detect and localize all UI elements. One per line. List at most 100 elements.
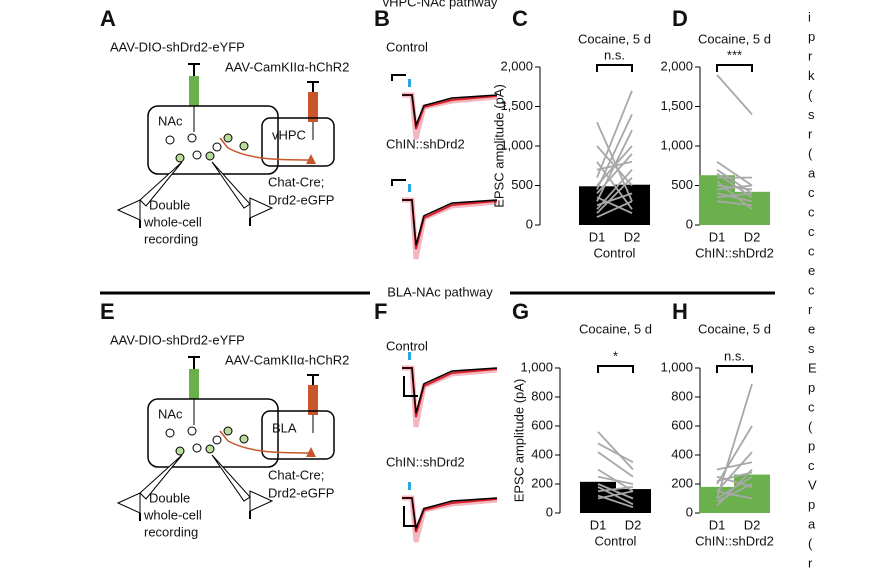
- bar: [734, 474, 770, 513]
- recording-label: recording: [144, 231, 198, 246]
- region-label: NAc: [158, 406, 183, 421]
- side-text: a: [808, 516, 816, 531]
- cell: [239, 434, 249, 444]
- side-text: r: [808, 48, 813, 63]
- paired-line: [716, 425, 753, 485]
- paired-line: [597, 486, 634, 506]
- x-tick-label: D1: [709, 229, 726, 244]
- paired-line: [716, 471, 753, 482]
- panel-letter: A: [100, 6, 116, 31]
- y-tick-label: 500: [511, 177, 533, 192]
- syringe: [189, 76, 199, 106]
- trace-label: ChIN::shDrd2: [386, 454, 465, 469]
- electrode: [139, 454, 183, 500]
- paired-line: [596, 196, 633, 214]
- y-tick-label: 800: [531, 388, 553, 403]
- recording-label: whole-cell: [143, 507, 202, 522]
- y-tick-label: 1,000: [660, 137, 693, 152]
- mouse-label: Chat-Cre;: [268, 174, 324, 189]
- significance: n.s.: [724, 348, 745, 363]
- side-text: c: [808, 458, 815, 473]
- paired-line: [597, 431, 634, 471]
- side-text: (: [808, 87, 813, 102]
- paired-line: [716, 483, 753, 503]
- paired-line: [597, 451, 634, 478]
- section-title: BLA-NAc pathway: [387, 284, 493, 299]
- x-axis-label: ChIN::shDrd2: [695, 533, 774, 548]
- paired-line: [596, 192, 633, 207]
- significance: *: [613, 348, 618, 363]
- side-text: c: [808, 282, 815, 297]
- cell: [175, 446, 185, 456]
- electrode: [211, 161, 251, 209]
- y-tick-label: 2,000: [500, 58, 533, 73]
- panel-letter: E: [100, 299, 115, 324]
- diagram: A AAV-DIO-shDrd2-eYFP AAV-CamKIIα-hChR2 NAc…: [100, 6, 349, 247]
- side-text: c: [808, 224, 815, 239]
- y-tick-label: 600: [531, 417, 553, 432]
- y-tick-label: 0: [546, 504, 553, 519]
- scale-bar: [403, 506, 418, 527]
- y-tick-label: 0: [686, 504, 693, 519]
- cell: [212, 435, 222, 445]
- scale-bar: [391, 74, 406, 81]
- panel-letter: D: [672, 6, 688, 31]
- paired-line: [597, 475, 634, 485]
- side-text: c: [808, 185, 815, 200]
- chart-title: Cocaine, 5 d: [578, 31, 651, 46]
- cell: [212, 142, 222, 152]
- scale-bar: [391, 179, 406, 186]
- trace-black: [402, 497, 498, 531]
- side-text: E: [808, 360, 817, 375]
- mouse-label: Chat-Cre;: [268, 467, 324, 482]
- diagram: E AAV-DIO-shDrd2-eYFP AAV-CamKIIα-hChR2 NAc…: [100, 299, 349, 540]
- paired-line: [597, 494, 634, 509]
- cell: [205, 151, 215, 161]
- y-tick-label: 1,500: [660, 98, 693, 113]
- amp: [116, 199, 141, 221]
- side-text: r: [808, 302, 813, 317]
- panel-letter: H: [672, 299, 688, 324]
- x-tick-label: D2: [625, 517, 642, 532]
- y-tick-label: 200: [531, 475, 553, 490]
- paired-line: [716, 192, 753, 203]
- region-label: vHPC: [272, 127, 306, 142]
- chart-title: Cocaine, 5 d: [698, 31, 771, 46]
- stim: [408, 184, 411, 192]
- x-tick-label: D1: [590, 517, 607, 532]
- y-tick-label: 400: [671, 446, 693, 461]
- amp: [249, 197, 274, 219]
- paired-line: [596, 121, 633, 202]
- paired-line: [596, 114, 633, 190]
- trace-black: [402, 94, 498, 128]
- paired-line: [596, 161, 633, 210]
- y-tick-label: 600: [671, 417, 693, 432]
- cell: [223, 426, 233, 436]
- region-box: [261, 410, 335, 460]
- side-text: r: [808, 126, 813, 141]
- paired-line: [716, 468, 753, 507]
- y-tick-label: 2,000: [660, 58, 693, 73]
- x-axis-label: ChIN::shDrd2: [695, 245, 774, 260]
- side-text: e: [808, 321, 815, 336]
- x-axis-label: Control: [594, 245, 636, 260]
- paired-line: [596, 153, 633, 194]
- cell-body: [306, 447, 316, 457]
- side-text: e: [808, 263, 815, 278]
- side-text: (: [808, 419, 813, 434]
- side-text: c: [808, 204, 815, 219]
- side-text: p: [808, 438, 815, 453]
- region-label: BLA: [272, 420, 297, 435]
- sig-bracket: [716, 64, 753, 72]
- paired-line: [716, 490, 753, 500]
- x-tick-label: D2: [744, 517, 761, 532]
- trace-label: ChIN::shDrd2: [386, 136, 465, 151]
- side-text: s: [808, 341, 815, 356]
- trace-label: Control: [386, 39, 428, 54]
- paired-line: [596, 200, 633, 218]
- stim: [408, 352, 411, 360]
- paired-line: [716, 74, 753, 115]
- paired-line: [716, 475, 753, 488]
- trace-black: [402, 367, 498, 414]
